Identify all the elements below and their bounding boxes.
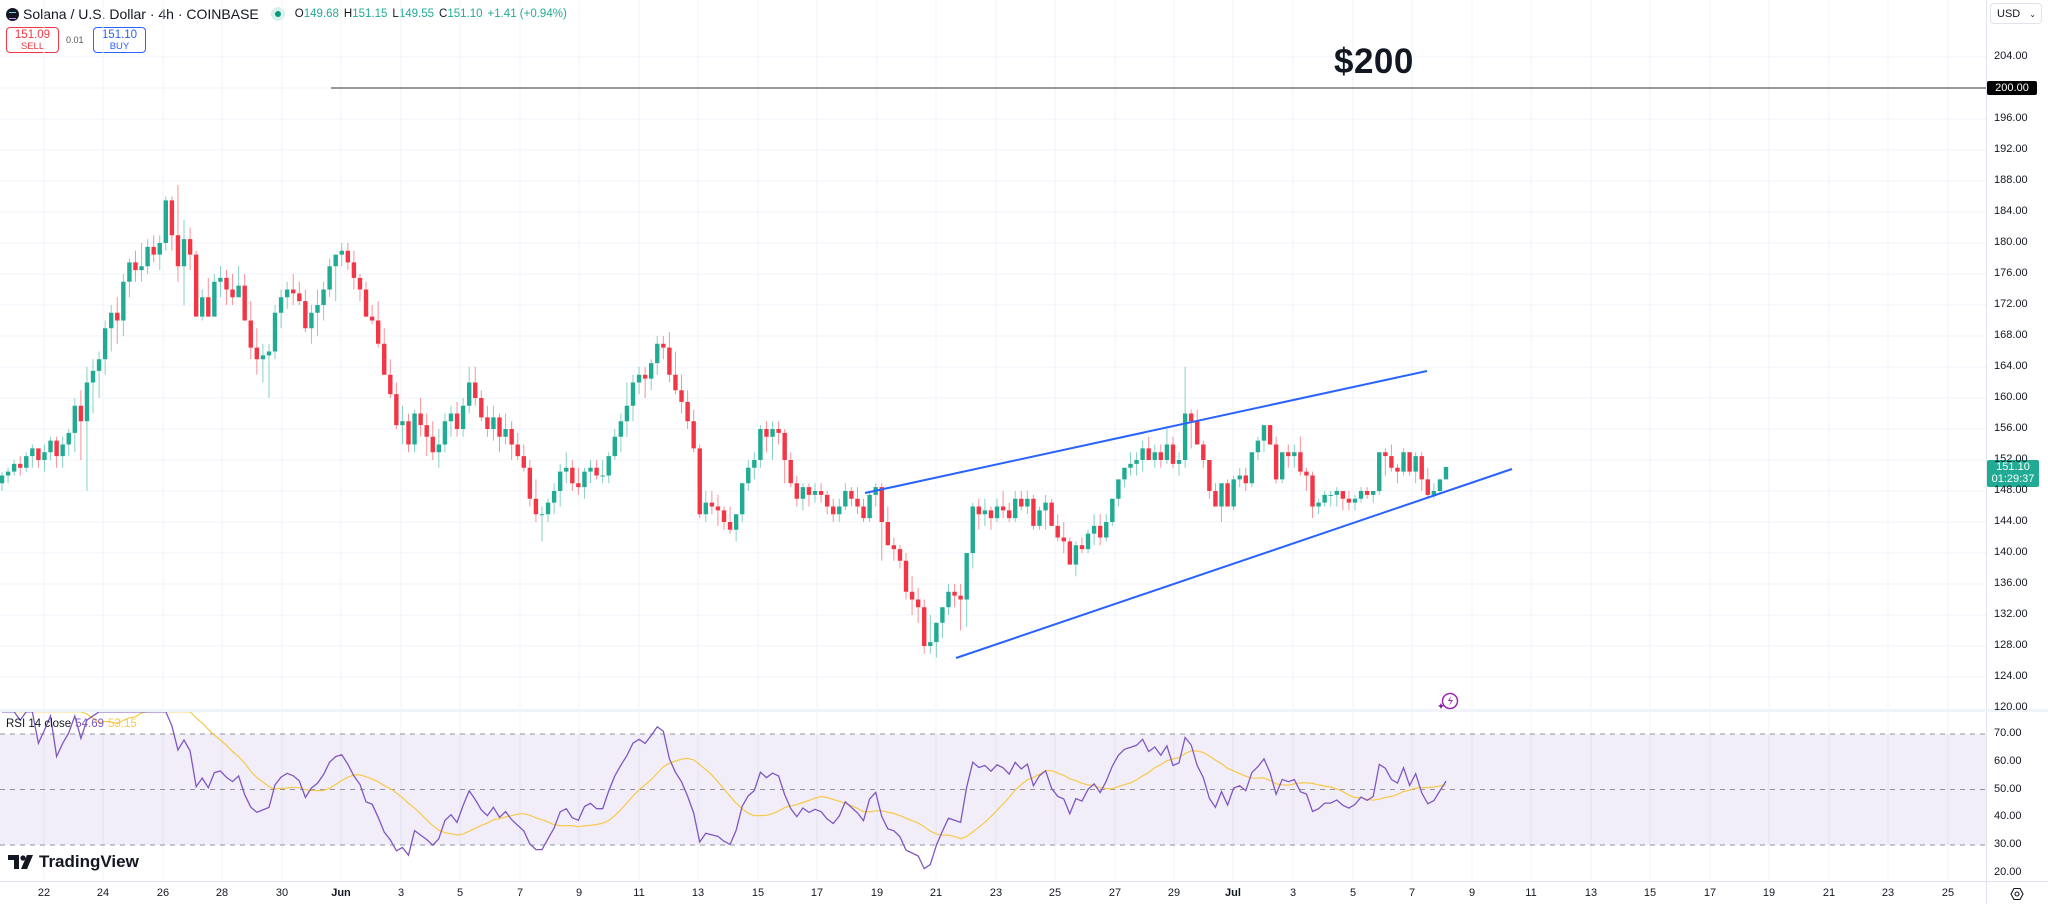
- time-axis-label: 11: [1525, 887, 1537, 899]
- price-axis-label: 136.00: [1994, 577, 2028, 589]
- price-axis-label: 144.00: [1994, 515, 2028, 527]
- tradingview-logo[interactable]: TradingView: [8, 852, 139, 872]
- time-axis-label: 23: [1881, 887, 1895, 899]
- time-axis-label: 25: [1048, 887, 1062, 899]
- time-axis-label: 17: [1703, 887, 1717, 899]
- time-axis-label: 26: [156, 887, 170, 899]
- rsi-axis-label: 60.00: [1994, 754, 2022, 767]
- time-axis-label: 7: [516, 887, 524, 899]
- sell-button[interactable]: 151.09 SELL: [6, 27, 59, 53]
- time-axis-label: 7: [1408, 887, 1416, 899]
- rsi-legend[interactable]: RSI 14 close 54.69 53.15: [6, 718, 137, 730]
- price-axis-label: 140.00: [1994, 546, 2028, 558]
- time-axis-label: 9: [1468, 887, 1476, 899]
- price-axis-label: 204.00: [1994, 50, 2028, 62]
- time-axis-divider: [0, 881, 2048, 882]
- time-axis-label: 13: [1584, 887, 1598, 899]
- rsi-ma-value: 53.15: [107, 718, 137, 730]
- time-axis-label: 21: [929, 887, 943, 899]
- rsi-title: RSI 14 close: [6, 718, 72, 730]
- buy-label: BUY: [109, 41, 130, 52]
- rsi-axis-label: 40.00: [1994, 810, 2022, 823]
- time-axis-label: 15: [751, 887, 765, 899]
- price-change: +1.41 (+0.94%): [487, 8, 567, 20]
- ohlc-close: C151.10: [439, 8, 483, 20]
- time-axis-label: 22: [37, 887, 51, 899]
- time-axis-label: 19: [1762, 887, 1776, 899]
- price-axis-label: 120.00: [1994, 701, 2028, 713]
- time-axis-label: 11: [633, 887, 645, 899]
- price-axis-label: 172.00: [1994, 298, 2028, 310]
- ohlc-high: H151.15: [343, 8, 388, 20]
- price-annotation-text[interactable]: $200: [1334, 42, 1414, 81]
- time-axis-label: 28: [215, 887, 229, 899]
- tradingview-logo-text: TradingView: [39, 852, 139, 871]
- rsi-axis-label: 50.00: [1994, 782, 2022, 795]
- price-axis-label: 192.00: [1994, 143, 2028, 155]
- time-axis-label: 23: [989, 887, 1003, 899]
- time-axis-label: 3: [397, 887, 405, 899]
- rsi-axis-label: 30.00: [1994, 838, 2022, 850]
- market-status-icon[interactable]: [270, 7, 285, 21]
- spread-value: 0.01: [66, 35, 84, 45]
- price-axis-label: 128.00: [1994, 639, 2028, 651]
- symbol-title[interactable]: Solana / U.S. Dollar · 4h · COINBASE: [23, 6, 259, 22]
- time-axis-label: Jun: [331, 887, 351, 899]
- price-axis-label: 132.00: [1994, 608, 2028, 620]
- last-price-label: 151.10 01:29:37: [1987, 460, 2039, 487]
- time-axis-label: 15: [1643, 887, 1657, 899]
- sell-price: 151.09: [14, 29, 51, 41]
- time-axis-label: 9: [575, 887, 583, 899]
- rsi-axis-label: 20.00: [1994, 865, 2022, 878]
- time-axis-label: 30: [275, 887, 289, 899]
- price-axis-label: 160.00: [1994, 391, 2028, 403]
- currency-selector[interactable]: USD ⌄: [1990, 3, 2042, 24]
- time-axis-label: Jul: [1225, 887, 1241, 899]
- ohlc-low: L149.55: [392, 8, 434, 20]
- solana-logo-icon: [6, 7, 19, 21]
- time-axis-label: 29: [1167, 887, 1181, 899]
- sell-label: SELL: [20, 41, 45, 52]
- currency-label: USD: [1997, 8, 2021, 20]
- pane-divider[interactable]: [0, 709, 2048, 712]
- price-axis-label: 148.00: [1994, 484, 2028, 496]
- bar-countdown: 01:29:37: [1991, 473, 2035, 485]
- price-axis-label: 196.00: [1994, 112, 2028, 124]
- price-axis-label: 164.00: [1994, 360, 2028, 372]
- buy-price: 151.10: [101, 29, 138, 41]
- settings-gear-icon[interactable]: [2010, 887, 2024, 901]
- time-axis-label: 5: [456, 887, 464, 899]
- price-axis-label: 188.00: [1994, 174, 2028, 186]
- rsi-axis-label: 70.00: [1994, 727, 2022, 739]
- tradingview-logo-icon: [8, 855, 33, 869]
- price-axis-label: 152.00: [1994, 453, 2028, 465]
- time-axis-label: 3: [1289, 887, 1297, 899]
- price-axis-label: 180.00: [1994, 236, 2028, 248]
- price-axis-label: 184.00: [1994, 205, 2028, 217]
- price-axis-label: 124.00: [1994, 670, 2028, 682]
- time-axis-label: 17: [810, 887, 824, 899]
- time-axis-label: 13: [691, 887, 705, 899]
- price-axis-divider: [1986, 0, 1987, 904]
- rsi-value: 54.69: [75, 718, 104, 730]
- ohlc-open: O149.68: [294, 8, 339, 20]
- time-axis-label: 5: [1349, 887, 1357, 899]
- time-axis-label: 25: [1941, 887, 1955, 899]
- price-axis[interactable]: [1987, 0, 2048, 710]
- price-chart[interactable]: [0, 0, 1986, 881]
- time-axis-label: 24: [96, 887, 110, 899]
- time-axis-label: 27: [1108, 887, 1122, 899]
- chevron-down-icon: ⌄: [2029, 10, 2036, 19]
- lightning-icon[interactable]: [1437, 691, 1459, 711]
- price-axis-label: 176.00: [1994, 267, 2028, 279]
- time-axis-label: 21: [1822, 887, 1836, 899]
- hline-price-label: 200.00: [1987, 81, 2037, 95]
- buy-button[interactable]: 151.10 BUY: [93, 27, 146, 53]
- price-axis-label: 168.00: [1994, 329, 2028, 341]
- time-axis-label: 19: [870, 887, 884, 899]
- symbol-header: Solana / U.S. Dollar · 4h · COINBASE O14…: [6, 4, 567, 24]
- price-axis-label: 156.00: [1994, 422, 2028, 434]
- last-price: 151.10: [1996, 461, 2030, 473]
